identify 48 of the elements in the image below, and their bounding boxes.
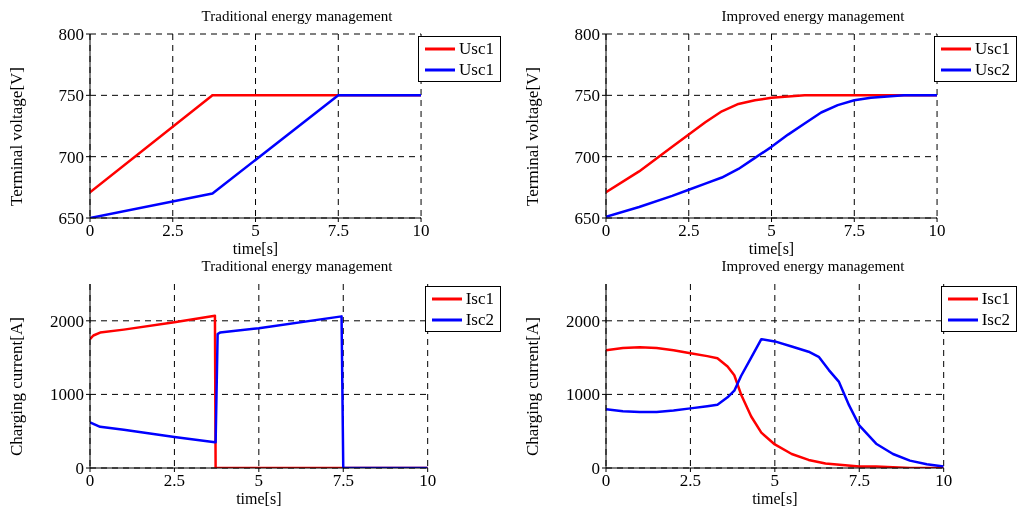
y-tick-label: 2000: [566, 311, 600, 331]
chart-title: Improved energy management: [721, 8, 905, 24]
y-tick-label: 800: [574, 25, 600, 45]
y-axis-title: Terminal voltage[V]: [523, 66, 543, 206]
legend-label: Isc2: [981, 309, 1010, 330]
chart-title: Improved energy management: [720, 258, 906, 276]
x-tick-label: 7.5: [332, 471, 354, 491]
x-tick-label: 5: [767, 221, 776, 241]
y-tick-label: 650: [574, 209, 600, 229]
y-tick-label: 700: [574, 147, 600, 167]
y-tick-label: 750: [58, 86, 84, 106]
legend-label: Usc1: [459, 38, 494, 59]
x-axis-title: time[s]: [748, 240, 795, 257]
x-axis-title: time[s]: [752, 490, 798, 507]
y-tick-label: 2000: [50, 311, 84, 331]
x-tick-label: 7.5: [843, 221, 865, 241]
y-tick-label: 1000: [50, 385, 84, 405]
x-tick-label: 5: [770, 471, 780, 491]
y-tick-label: 750: [574, 86, 600, 106]
legend-label: Isc2: [465, 309, 494, 330]
y-axis-title: Terminal voltage[V]: [7, 66, 27, 206]
x-tick-label: 2.5: [163, 471, 186, 491]
y-axis-title: Charging current[A]: [523, 317, 543, 456]
legend-label: Isc1: [465, 288, 494, 309]
x-tick-label: 7.5: [848, 471, 870, 491]
x-tick-label: 2.5: [678, 221, 700, 241]
x-axis-title: time[s]: [232, 240, 279, 257]
x-tick-label: 7.5: [327, 221, 349, 241]
legend-label: Usc1: [975, 38, 1010, 59]
y-axis-title: Charging current[A]: [7, 317, 27, 456]
x-axis-title: time[s]: [236, 490, 282, 507]
y-tick-label: 650: [58, 209, 84, 229]
legend-label: Isc1: [981, 288, 1010, 309]
x-tick-label: 5: [254, 471, 264, 491]
legend-label: Usc2: [975, 59, 1010, 80]
x-tick-label: 2.5: [162, 221, 184, 241]
legend-label: Usc1: [459, 59, 494, 80]
x-tick-label: 10: [935, 471, 953, 491]
x-tick-label: 10: [928, 221, 946, 241]
chart-title: Traditional energy management: [201, 8, 393, 24]
y-tick-label: 700: [58, 147, 84, 167]
x-tick-label: 10: [412, 221, 430, 241]
y-tick-label: 1000: [566, 385, 600, 405]
chart-title: Traditional energy management: [200, 258, 394, 276]
y-tick-label: 800: [58, 25, 84, 45]
x-tick-label: 2.5: [679, 471, 702, 491]
x-tick-label: 10: [419, 471, 437, 491]
x-tick-label: 5: [251, 221, 260, 241]
